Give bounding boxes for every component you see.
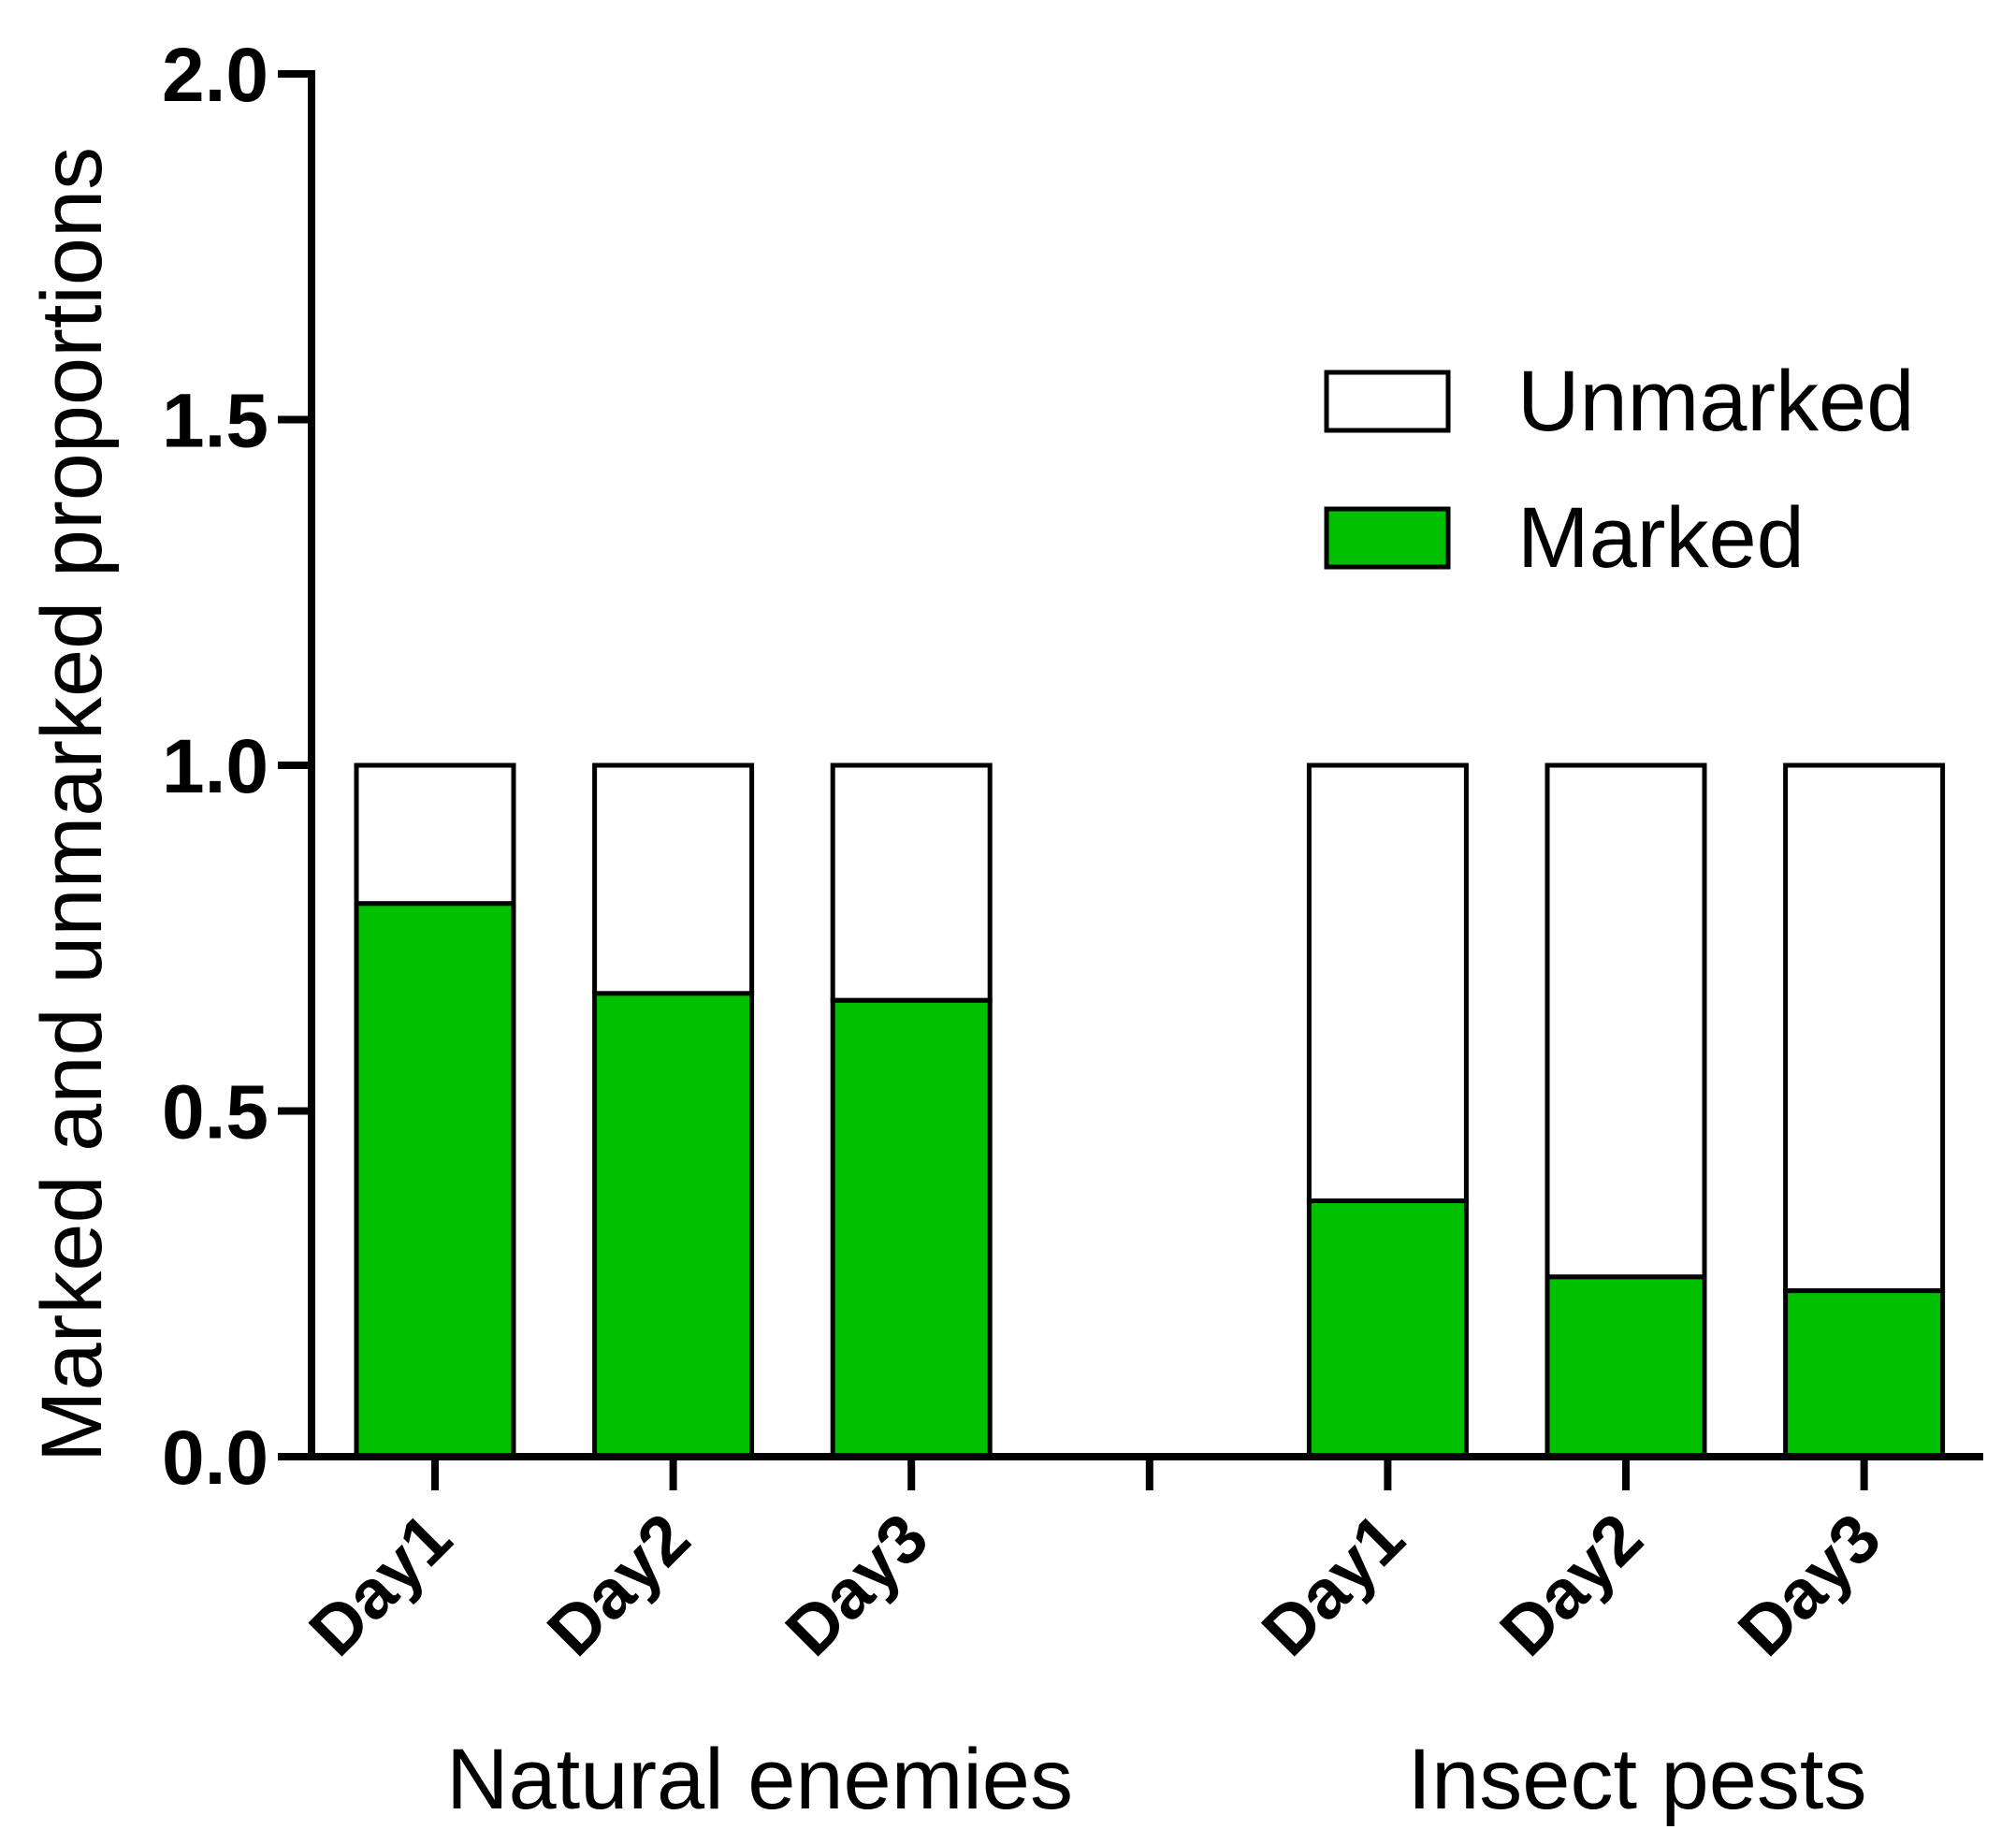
y-tick-layer: 0.0 0.5 1.0 1.5 2.0	[162, 33, 312, 1501]
bar-marked-natural-enemies-day3	[830, 997, 993, 1459]
x-tick-label-insect-pests-day1: Day1	[1247, 1499, 1419, 1671]
bar-marked-insect-pests-day1	[1306, 1198, 1469, 1459]
group-label-insect-pests: Insect pests	[1408, 1732, 1867, 1827]
bar-unmarked-insect-pests-day2	[1545, 762, 1707, 1280]
bar-unmarked-insect-pests-day1	[1306, 762, 1469, 1204]
y-tick-label-1.0: 1.0	[162, 724, 268, 809]
x-tick-layer: Day1 Day2 Day3 Day1 Day2 Day3	[295, 1457, 1895, 1670]
bar-unmarked-insect-pests-day3	[1783, 762, 1946, 1294]
bars-layer	[354, 762, 1946, 1459]
x-tick-label-insect-pests-day3: Day3	[1723, 1499, 1895, 1671]
x-tick-label-natural-enemies-day2: Day2	[532, 1499, 704, 1671]
bar-marked-insect-pests-day2	[1545, 1274, 1707, 1459]
bar-marked-natural-enemies-day1	[354, 901, 516, 1459]
legend-swatch-unmarked	[1324, 370, 1451, 433]
x-tick-label-natural-enemies-day1: Day1	[295, 1499, 467, 1671]
y-tick-label-1.5: 1.5	[162, 379, 268, 464]
bar-unmarked-natural-enemies-day1	[354, 762, 516, 907]
bar-marked-natural-enemies-day2	[592, 991, 755, 1459]
legend: Unmarked Marked	[1324, 354, 1914, 586]
y-tick-label-2.0: 2.0	[162, 33, 268, 118]
y-tick-label-0.0: 0.0	[162, 1416, 268, 1501]
bar-marked-insect-pests-day3	[1783, 1288, 1946, 1459]
y-axis-title: Marked and unmarked proportions	[24, 147, 120, 1462]
bar-unmarked-natural-enemies-day3	[830, 762, 993, 1003]
group-label-natural-enemies: Natural enemies	[446, 1732, 1073, 1827]
x-tick-label-insect-pests-day2: Day2	[1486, 1499, 1658, 1671]
y-tick-label-0.5: 0.5	[162, 1070, 268, 1155]
axes-layer	[308, 70, 1983, 1460]
legend-label-unmarked: Unmarked	[1517, 354, 1914, 449]
bar-unmarked-natural-enemies-day2	[592, 762, 755, 996]
legend-swatch-marked	[1324, 506, 1451, 570]
legend-label-marked: Marked	[1517, 490, 1805, 586]
x-tick-label-natural-enemies-day3: Day3	[771, 1499, 943, 1671]
